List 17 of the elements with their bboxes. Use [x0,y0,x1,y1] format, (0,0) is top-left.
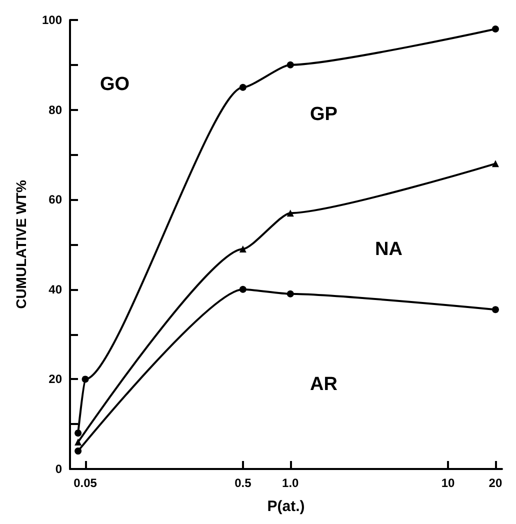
y-tick-label: 20 [48,372,62,386]
y-tick-label: 0 [55,462,62,476]
annotation: GP [310,104,338,125]
x-tick-label: 0.5 [234,476,252,490]
x-tick-label: 0.05 [74,476,98,490]
annotation: GO [100,74,130,95]
y-tick-label: 40 [48,282,62,296]
y-tick-label: 100 [42,13,62,27]
y-axis-title: CUMULATIVE WT% [13,180,29,309]
annotation: AR [310,374,338,395]
x-tick-label: 20 [488,476,502,490]
y-tick-label: 60 [48,192,62,207]
x-tick-label: 1.0 [282,476,300,490]
annotation: NA [375,239,403,260]
x-axis-title: P(at.) [267,498,305,515]
x-tick-label: 10 [441,476,456,490]
y-tick-label: 80 [48,102,62,117]
